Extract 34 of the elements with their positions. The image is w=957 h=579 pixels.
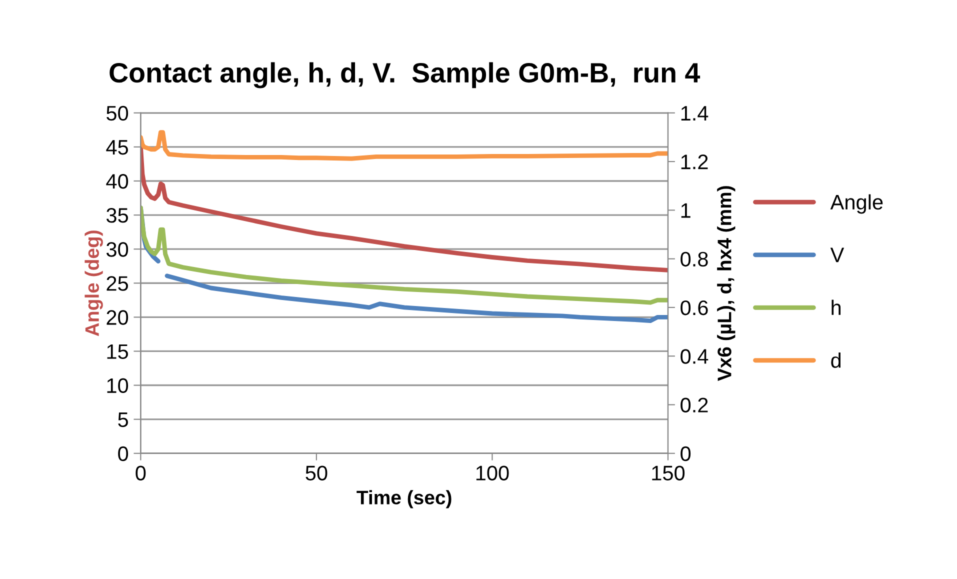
y-axis-title: Angle (deg) [84, 230, 103, 336]
y-tick-label: 40 [106, 174, 128, 189]
legend-label: Angle [830, 194, 883, 214]
y-tick-label: 25 [106, 276, 128, 291]
x-tick-label: 150 [652, 466, 685, 480]
y-tick-label: 20 [106, 310, 128, 325]
y2-tick-label: 0.2 [680, 398, 708, 412]
x-tick-label: 50 [306, 466, 328, 480]
y-tick-label: 10 [107, 378, 128, 394]
x-tick-label: 100 [476, 466, 509, 480]
x-axis-title: Time (sec) [356, 490, 452, 508]
y2-tick-label: 1.2 [681, 154, 708, 170]
legend-label: V [830, 248, 844, 262]
line-series [140, 206, 668, 305]
legend-label: d [831, 352, 841, 368]
y-tick-label: 0 [118, 446, 128, 462]
y-tick-label: 5 [118, 412, 128, 428]
line-series [140, 130, 668, 161]
y2-tick-label: 0.8 [680, 252, 708, 267]
y-tick-label: 35 [106, 208, 128, 223]
legend-label: h [832, 300, 841, 315]
line-series [140, 144, 668, 272]
chart-title: Contact angle, h, d, V. Sample G0m-B, run 4 [110, 62, 700, 88]
y2-axis-title: Vx6 (µL), d, hx4 (mm) [717, 186, 736, 381]
y-tick-label: 15 [107, 344, 128, 359]
y2-tick-label: 0.6 [680, 300, 708, 316]
y-tick-label: 45 [106, 140, 128, 155]
y2-tick-label: 1.4 [681, 106, 708, 120]
x-tick-label: 0 [136, 466, 146, 480]
y2-tick-label: 0.4 [680, 349, 708, 364]
y2-tick-label: 1 [681, 203, 690, 218]
y-tick-label: 50 [106, 106, 128, 121]
y-tick-label: 30 [106, 242, 128, 257]
y2-tick-label: 0 [680, 446, 691, 462]
